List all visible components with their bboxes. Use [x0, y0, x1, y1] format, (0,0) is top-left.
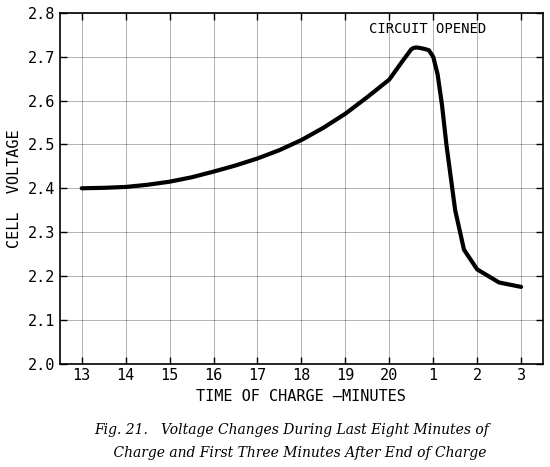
X-axis label: TIME OF CHARGE –MINUTES: TIME OF CHARGE –MINUTES	[196, 389, 406, 404]
Y-axis label: CELL  VOLTAGE: CELL VOLTAGE	[7, 129, 22, 248]
Text: Charge and First Three Minutes After End of Charge: Charge and First Three Minutes After End…	[96, 446, 487, 460]
Text: Fig. 21.   Voltage Changes During Last Eight Minutes of: Fig. 21. Voltage Changes During Last Eig…	[94, 423, 489, 437]
Text: CIRCUIT OPENED: CIRCUIT OPENED	[370, 22, 487, 36]
